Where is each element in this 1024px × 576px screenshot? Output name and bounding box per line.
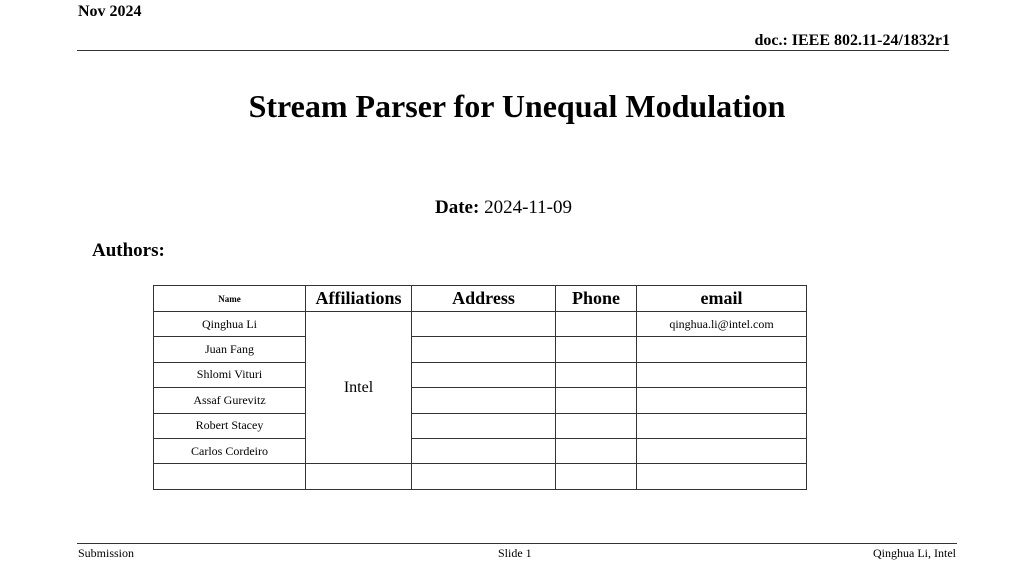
header-doc-id: doc.: IEEE 802.11-24/1832r1	[754, 32, 950, 49]
email-cell	[636, 437, 807, 465]
date-value: 2024-11-09	[484, 197, 573, 218]
address-cell	[411, 387, 556, 414]
authors-label: Authors:	[92, 240, 165, 261]
empty-cell	[555, 463, 637, 490]
empty-cell	[636, 463, 807, 490]
footer-author: Qinghua Li, Intel	[873, 546, 956, 560]
table-row: Shlomi Vituri	[153, 361, 807, 389]
author-name: Robert Stacey	[153, 412, 306, 439]
column-header-phone: Phone	[555, 285, 637, 312]
email-cell	[636, 336, 807, 363]
date-line: Date: 2024-11-09	[435, 197, 572, 219]
author-name: Shlomi Vituri	[153, 361, 306, 389]
phone-cell	[555, 336, 637, 363]
phone-cell	[555, 412, 637, 439]
author-name: Assaf Gurevitz	[153, 387, 306, 414]
table-row: Carlos Cordeiro	[153, 437, 807, 465]
phone-cell	[555, 310, 637, 338]
header-divider	[77, 50, 949, 51]
address-cell	[411, 412, 556, 439]
email-cell: qinghua.li@intel.com	[636, 310, 807, 338]
address-cell	[411, 437, 556, 465]
affiliation-cell: Intel	[305, 310, 412, 465]
email-cell	[636, 412, 807, 439]
header-date: Nov 2024	[78, 3, 142, 20]
column-header-address: Address	[411, 285, 556, 312]
table-row: Robert Stacey	[153, 412, 807, 439]
phone-cell	[555, 437, 637, 465]
phone-cell	[555, 361, 637, 389]
empty-cell	[411, 463, 556, 490]
column-header-name: Name	[153, 285, 306, 312]
table-row: Juan Fang	[153, 336, 807, 363]
author-name: Carlos Cordeiro	[153, 437, 306, 465]
table-header-row: Name Affiliations Address Phone email	[153, 285, 807, 312]
footer-submission: Submission	[78, 546, 135, 560]
phone-cell	[555, 387, 637, 414]
empty-cell	[153, 463, 306, 490]
address-cell	[411, 361, 556, 389]
author-name: Juan Fang	[153, 336, 306, 363]
email-cell	[636, 387, 807, 414]
empty-cell	[305, 463, 412, 490]
email-cell	[636, 361, 807, 389]
footer-slide-number: Slide 1	[498, 546, 532, 560]
slide-title: Stream Parser for Unequal Modulation	[248, 88, 786, 124]
date-label: Date:	[435, 197, 480, 218]
table-row: Qinghua Li Intel qinghua.li@intel.com	[153, 310, 807, 465]
author-name: Qinghua Li	[153, 310, 306, 338]
footer-divider	[77, 543, 957, 544]
address-cell	[411, 336, 556, 363]
table-row-empty	[153, 463, 807, 490]
authors-table: Name Affiliations Address Phone email Qi…	[153, 285, 807, 490]
column-header-affiliations: Affiliations	[305, 285, 412, 312]
column-header-email: email	[636, 285, 807, 312]
address-cell	[411, 310, 556, 338]
table-row: Assaf Gurevitz	[153, 387, 807, 414]
